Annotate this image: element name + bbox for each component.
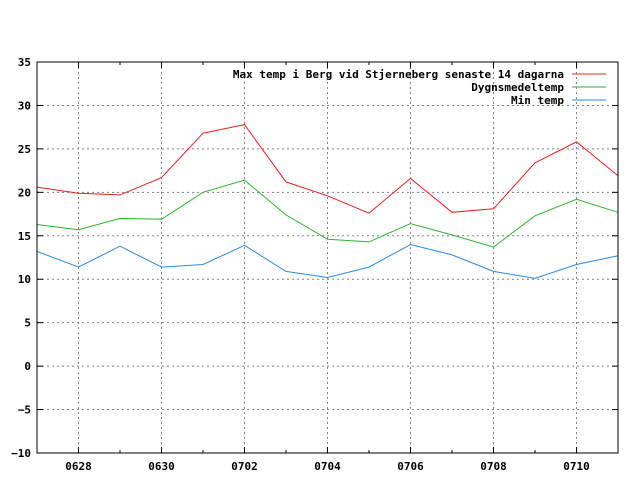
x-tick-label: 0704 bbox=[314, 460, 341, 473]
y-tick-label: −5 bbox=[18, 404, 31, 417]
legend-label: Min temp bbox=[511, 94, 564, 107]
x-tick-label: 0706 bbox=[397, 460, 424, 473]
y-tick-label: 15 bbox=[18, 230, 31, 243]
x-tick-label: 0630 bbox=[148, 460, 175, 473]
series-line bbox=[36, 124, 619, 214]
y-tick-label: 35 bbox=[18, 56, 31, 69]
series-line bbox=[36, 179, 619, 248]
legend: Max temp i Berg vid Stjerneberg senaste … bbox=[233, 68, 606, 107]
series-layer bbox=[36, 124, 619, 279]
y-tick-label: 10 bbox=[18, 273, 31, 286]
y-tick-label: 30 bbox=[18, 99, 31, 112]
x-tick-label: 0702 bbox=[231, 460, 258, 473]
x-tick-label: 0710 bbox=[563, 460, 590, 473]
legend-label: Dygnsmedeltemp bbox=[471, 81, 564, 94]
y-tick-label: 5 bbox=[24, 317, 31, 330]
y-tick-label: −10 bbox=[11, 447, 31, 460]
y-tick-label: 20 bbox=[18, 186, 31, 199]
series-line bbox=[36, 243, 619, 279]
x-tick-label: 0628 bbox=[65, 460, 92, 473]
x-axis-labels: 0628 0630 0702 0704 0706 0708 0710 bbox=[65, 460, 590, 473]
x-tick-label: 0708 bbox=[480, 460, 507, 473]
axis-ticks bbox=[37, 61, 618, 454]
y-tick-label: 0 bbox=[24, 360, 31, 373]
grid-lines bbox=[37, 62, 618, 453]
y-tick-label: 25 bbox=[18, 143, 31, 156]
legend-label: Max temp i Berg vid Stjerneberg senaste … bbox=[233, 68, 564, 81]
y-axis-labels: −10 −5 0 5 10 15 20 25 30 35 bbox=[11, 56, 31, 460]
